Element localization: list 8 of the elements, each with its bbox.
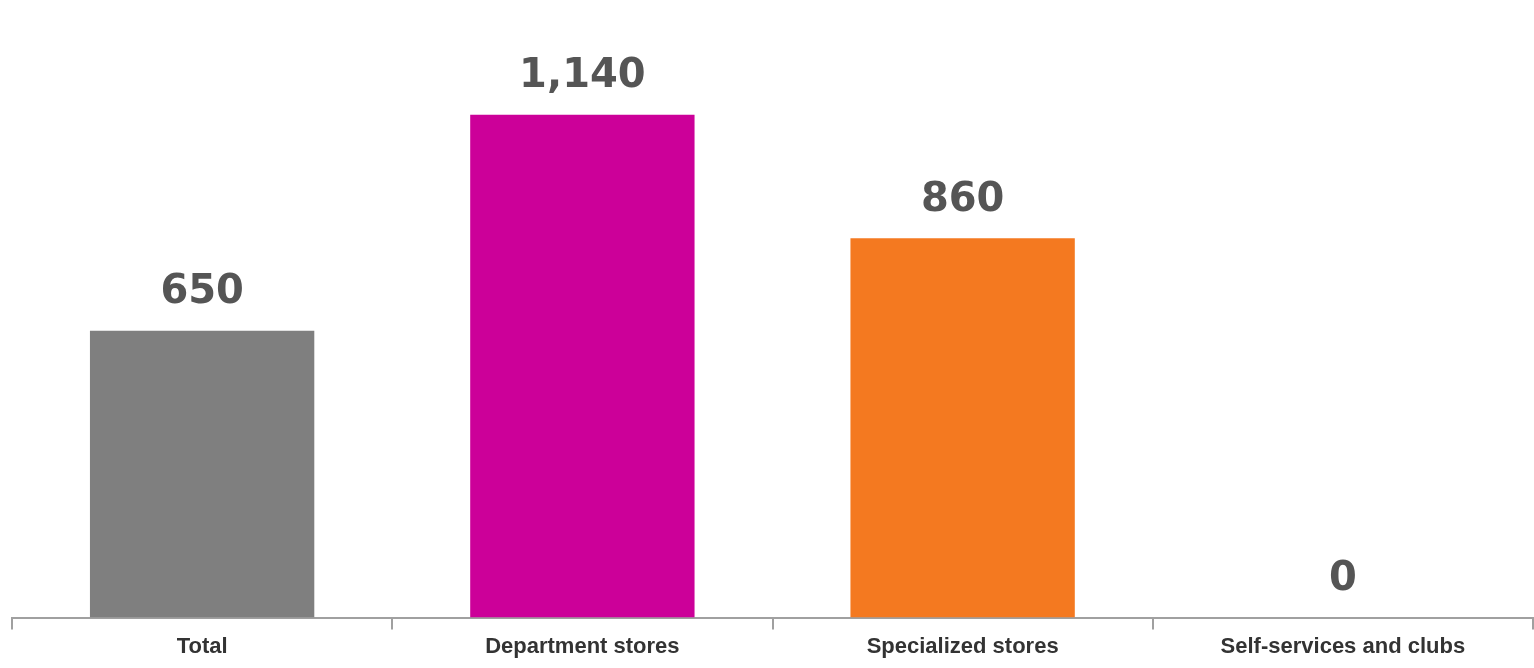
data-label: 860 bbox=[920, 173, 1005, 220]
x-tick-label: Self-services and clubs bbox=[1220, 632, 1466, 658]
data-label: 1,140 bbox=[519, 50, 646, 97]
data-label: 650 bbox=[160, 266, 244, 313]
x-tick-label: Total bbox=[176, 632, 228, 658]
x-tick-label: Specialized stores bbox=[866, 632, 1059, 658]
data-label: 0 bbox=[1328, 552, 1357, 599]
x-tick-label: Department stores bbox=[485, 632, 680, 658]
